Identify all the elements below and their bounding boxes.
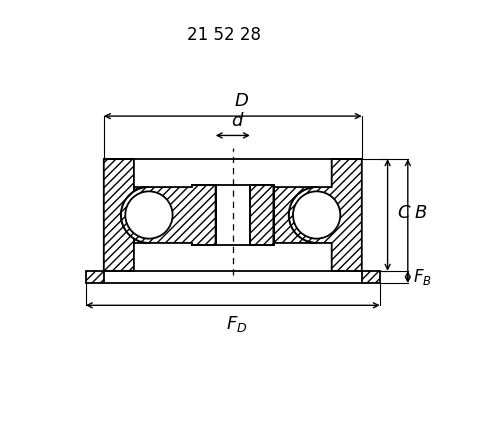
Text: D: D xyxy=(234,92,248,110)
Text: $F_D$: $F_D$ xyxy=(226,314,248,334)
Text: d: d xyxy=(232,112,243,130)
Polygon shape xyxy=(362,271,380,283)
Polygon shape xyxy=(104,159,149,271)
Circle shape xyxy=(293,191,341,239)
Circle shape xyxy=(126,191,172,239)
Polygon shape xyxy=(250,185,316,245)
Polygon shape xyxy=(86,271,104,283)
Text: 21 52 28: 21 52 28 xyxy=(187,26,261,44)
Text: C: C xyxy=(397,204,409,222)
Polygon shape xyxy=(288,159,362,271)
Text: B: B xyxy=(414,204,426,222)
Polygon shape xyxy=(121,185,216,245)
Text: $F_B$: $F_B$ xyxy=(413,267,432,287)
